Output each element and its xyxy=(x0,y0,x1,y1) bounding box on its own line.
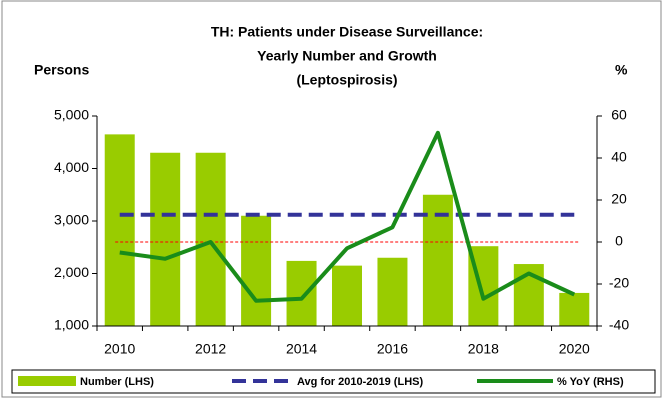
bar xyxy=(150,152,181,326)
legend-box xyxy=(11,369,656,394)
legend-label: Avg for 2010-2019 (LHS) xyxy=(297,376,423,388)
y2-tick-label: 20 xyxy=(611,191,627,207)
bar xyxy=(241,215,272,326)
y2-axis-label: % xyxy=(615,62,628,78)
bar xyxy=(195,152,226,326)
x-tick-label: 2010 xyxy=(104,341,135,357)
y-axis-label: Persons xyxy=(34,62,89,78)
y2-tick-label: -40 xyxy=(609,317,629,333)
y2-tick-label: 60 xyxy=(611,107,627,123)
y2-tick-label: 0 xyxy=(615,233,623,249)
legend-swatch xyxy=(18,376,76,386)
chart-title: Yearly Number and Growth xyxy=(257,48,437,64)
x-tick-label: 2020 xyxy=(559,341,590,357)
bar xyxy=(332,265,362,326)
y-tick-label: 5,000 xyxy=(54,107,89,123)
chart-title: (Leptospirosis) xyxy=(296,72,397,88)
y-tick-label: 2,000 xyxy=(54,264,89,280)
y2-tick-label: -20 xyxy=(609,275,629,291)
legend-label: % YoY (RHS) xyxy=(557,376,624,388)
y-tick-label: 1,000 xyxy=(54,317,89,333)
bar xyxy=(104,134,135,326)
bar xyxy=(286,260,317,326)
chart-title: TH: Patients under Disease Surveillance: xyxy=(211,24,483,40)
y-tick-label: 3,000 xyxy=(54,212,89,228)
bar xyxy=(377,257,408,326)
x-tick-label: 2018 xyxy=(468,341,499,357)
y-tick-label: 4,000 xyxy=(54,159,89,175)
x-tick-label: 2016 xyxy=(377,341,408,357)
bar xyxy=(559,292,590,326)
legend-label: Number (LHS) xyxy=(80,376,154,388)
y2-tick-label: 40 xyxy=(611,149,627,165)
x-tick-label: 2012 xyxy=(195,341,226,357)
x-tick-label: 2014 xyxy=(286,341,317,357)
line-series xyxy=(119,130,576,303)
